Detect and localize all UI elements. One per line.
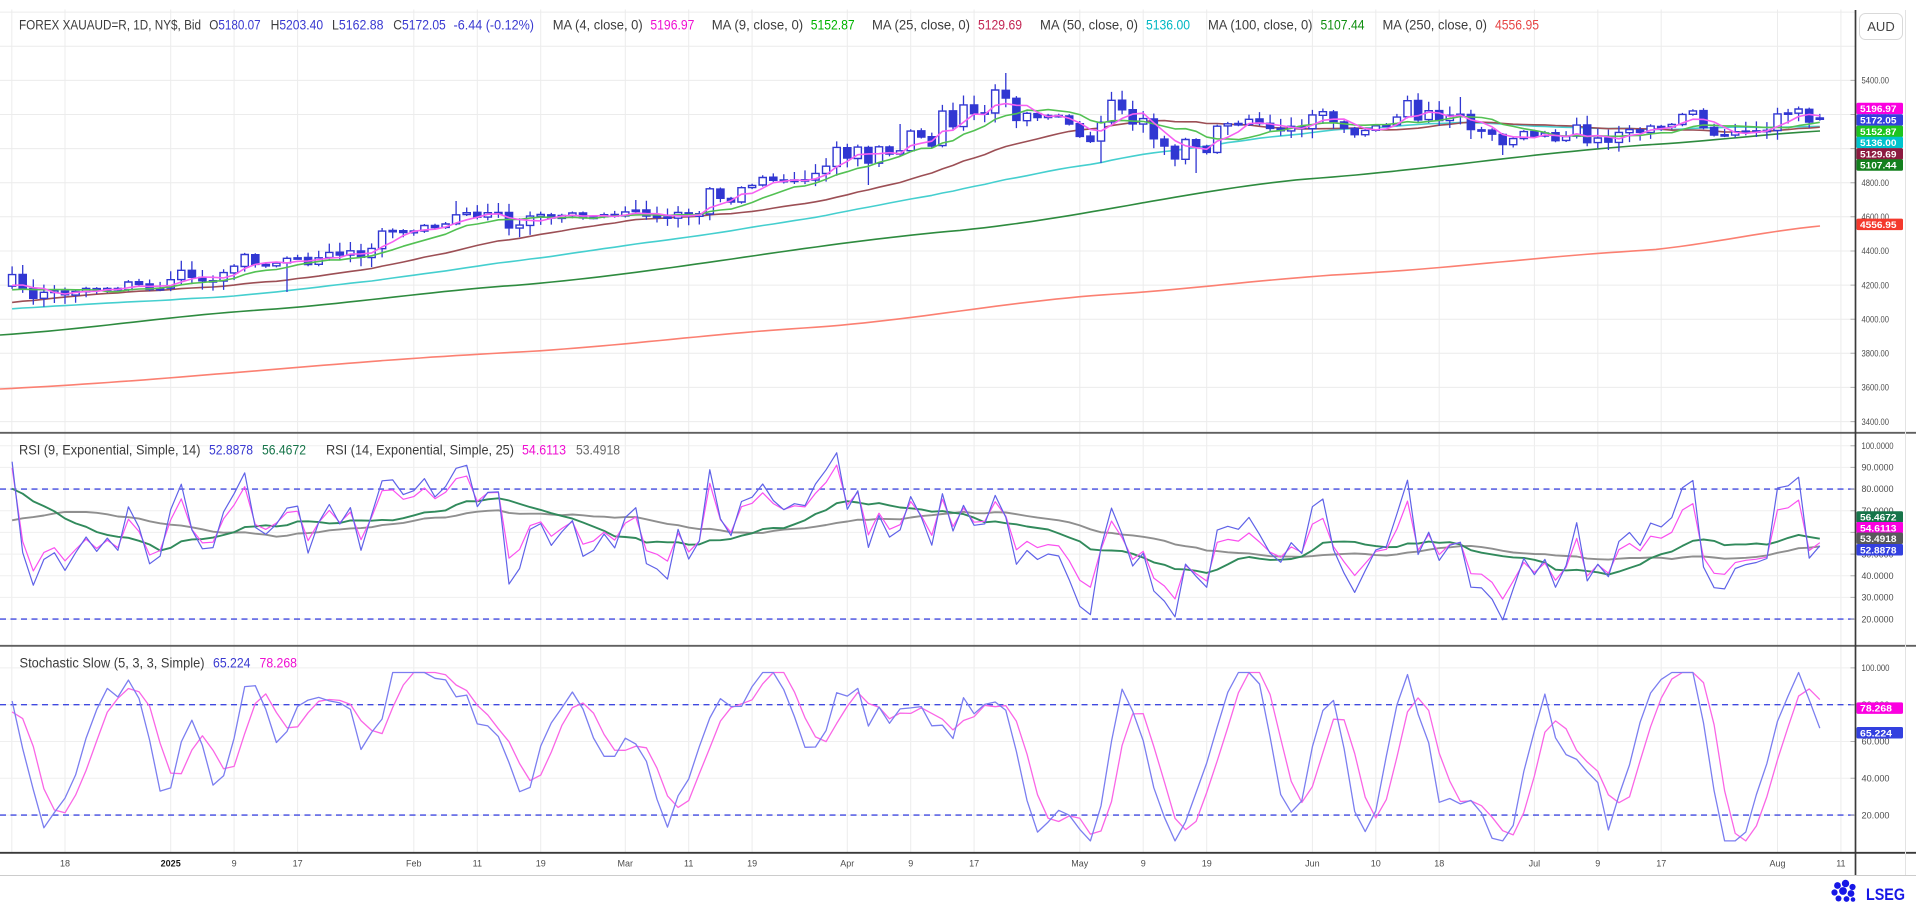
svg-text:5400.00: 5400.00 <box>1862 76 1890 86</box>
svg-text:17: 17 <box>293 859 303 869</box>
svg-text:18: 18 <box>1434 859 1444 869</box>
svg-text:Jun: Jun <box>1305 859 1320 869</box>
svg-text:2025: 2025 <box>161 859 181 869</box>
svg-text:11: 11 <box>684 859 693 869</box>
svg-text:100.000: 100.000 <box>1862 663 1890 673</box>
svg-text:53.4918: 53.4918 <box>1860 534 1897 545</box>
svg-text:4600.00: 4600.00 <box>1862 212 1890 222</box>
svg-text:19: 19 <box>536 859 546 869</box>
svg-text:MA (100, close, 0): MA (100, close, 0) <box>1208 18 1313 33</box>
svg-text:AUD: AUD <box>1867 19 1894 34</box>
svg-text:18: 18 <box>60 859 70 869</box>
svg-text:54.6113: 54.6113 <box>522 443 566 458</box>
svg-text:65.224: 65.224 <box>213 656 251 671</box>
svg-text:Apr: Apr <box>840 859 854 869</box>
svg-text:5107.44: 5107.44 <box>1321 18 1365 33</box>
svg-text:5172.05: 5172.05 <box>1860 116 1897 127</box>
svg-text:20.0000: 20.0000 <box>1862 614 1894 624</box>
svg-text:56.4672: 56.4672 <box>262 443 306 458</box>
svg-text:4400.00: 4400.00 <box>1862 246 1890 256</box>
svg-text:C5172.05: C5172.05 <box>393 18 446 33</box>
svg-text:LSEG: LSEG <box>1866 886 1905 904</box>
svg-text:4556.95: 4556.95 <box>1495 18 1539 33</box>
svg-text:4556.95: 4556.95 <box>1860 220 1897 231</box>
svg-text:4000.00: 4000.00 <box>1862 314 1890 324</box>
svg-text:5136.00: 5136.00 <box>1860 138 1897 149</box>
svg-text:MA (9, close, 0): MA (9, close, 0) <box>712 18 804 33</box>
svg-text:11: 11 <box>473 859 482 869</box>
svg-text:54.6113: 54.6113 <box>1860 523 1897 534</box>
svg-text:30.0000: 30.0000 <box>1862 593 1894 603</box>
svg-text:MA (4, close, 0): MA (4, close, 0) <box>553 18 643 33</box>
svg-text:5152.87: 5152.87 <box>1860 127 1897 138</box>
svg-text:100.0000: 100.0000 <box>1862 441 1894 451</box>
svg-text:Jul: Jul <box>1529 859 1541 869</box>
svg-text:52.8878: 52.8878 <box>1860 545 1897 556</box>
svg-text:4200.00: 4200.00 <box>1862 280 1890 290</box>
svg-text:Feb: Feb <box>406 859 422 869</box>
svg-text:40.0000: 40.0000 <box>1862 571 1894 581</box>
svg-text:3400.00: 3400.00 <box>1862 417 1890 427</box>
svg-text:5136.00: 5136.00 <box>1146 18 1190 33</box>
svg-text:78.268: 78.268 <box>260 656 298 671</box>
svg-text:9: 9 <box>908 859 913 869</box>
svg-text:9: 9 <box>1141 859 1146 869</box>
svg-text:MA (250, close, 0): MA (250, close, 0) <box>1383 18 1488 33</box>
svg-text:78.268: 78.268 <box>1860 704 1892 715</box>
svg-text:RSI (9, Exponential, Simple, 1: RSI (9, Exponential, Simple, 14) <box>19 443 201 458</box>
svg-text:5196.97: 5196.97 <box>650 18 694 33</box>
svg-text:-6.44 (-0.12%): -6.44 (-0.12%) <box>454 18 535 33</box>
svg-text:Stochastic Slow (5, 3, 3, Simp: Stochastic Slow (5, 3, 3, Simple) <box>20 656 205 671</box>
svg-text:RSI (14, Exponential, Simple,: RSI (14, Exponential, Simple, 25) <box>326 443 514 458</box>
svg-text:5129.69: 5129.69 <box>978 18 1022 33</box>
svg-text:3600.00: 3600.00 <box>1862 383 1890 393</box>
svg-text:5196.97: 5196.97 <box>1860 104 1897 115</box>
svg-text:70.0000: 70.0000 <box>1862 506 1894 516</box>
svg-text:H5203.40: H5203.40 <box>271 18 324 33</box>
svg-text:53.4918: 53.4918 <box>576 443 620 458</box>
svg-text:20.000: 20.000 <box>1862 810 1890 820</box>
svg-text:MA (25, close, 0): MA (25, close, 0) <box>872 18 970 33</box>
svg-text:17: 17 <box>1656 859 1666 869</box>
svg-text:9: 9 <box>1595 859 1600 869</box>
svg-text:40.000: 40.000 <box>1862 774 1890 784</box>
svg-text:56.4672: 56.4672 <box>1860 513 1897 524</box>
svg-text:L5162.88: L5162.88 <box>332 18 384 33</box>
svg-text:May: May <box>1071 859 1089 869</box>
svg-text:5107.44: 5107.44 <box>1860 161 1897 172</box>
svg-text:Mar: Mar <box>618 859 634 869</box>
svg-text:65.224: 65.224 <box>1860 728 1893 739</box>
svg-text:19: 19 <box>747 859 757 869</box>
svg-text:FOREX XAUAUD=R, 1D, NY$, Bid: FOREX XAUAUD=R, 1D, NY$, Bid <box>19 18 201 33</box>
svg-text:4800.00: 4800.00 <box>1862 178 1890 188</box>
svg-text:90.0000: 90.0000 <box>1862 463 1894 473</box>
svg-text:60.000: 60.000 <box>1862 737 1890 747</box>
svg-text:10: 10 <box>1371 859 1381 869</box>
svg-text:80.0000: 80.0000 <box>1862 484 1894 494</box>
svg-text:Aug: Aug <box>1769 859 1785 869</box>
svg-text:MA (50, close, 0): MA (50, close, 0) <box>1040 18 1138 33</box>
svg-text:11: 11 <box>1836 859 1845 869</box>
svg-text:52.8878: 52.8878 <box>209 443 253 458</box>
svg-text:17: 17 <box>969 859 979 869</box>
svg-text:9: 9 <box>232 859 237 869</box>
svg-text:19: 19 <box>1202 859 1212 869</box>
svg-text:O5180.07: O5180.07 <box>209 18 261 33</box>
svg-text:5129.69: 5129.69 <box>1860 149 1897 160</box>
svg-text:5152.87: 5152.87 <box>811 18 855 33</box>
svg-text:3800.00: 3800.00 <box>1862 349 1890 359</box>
